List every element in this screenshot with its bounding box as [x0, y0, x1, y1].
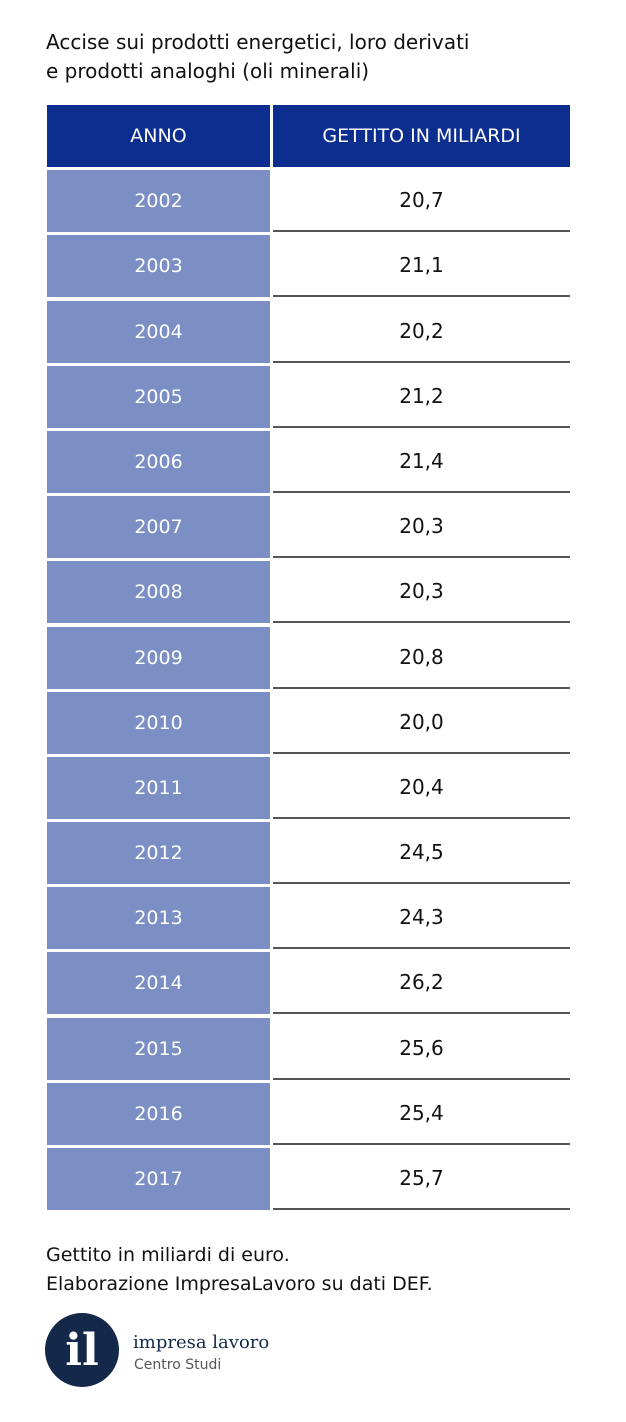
- year-cell: 2009: [47, 626, 270, 689]
- value-cell: 25,6: [273, 1018, 570, 1080]
- value-cell: 20,7: [273, 170, 570, 233]
- title-line: e prodotti analoghi (oli minerali): [46, 59, 370, 83]
- table-row: 2016 25,4: [47, 1082, 570, 1145]
- table-row: 2015 25,6: [47, 1017, 570, 1080]
- year-cell: 2004: [47, 300, 270, 363]
- table-row: 2004 20,2: [47, 300, 570, 363]
- year-cell: 2008: [47, 561, 270, 624]
- year-cell: 2005: [47, 365, 270, 428]
- year-cell: 2016: [47, 1082, 270, 1145]
- table-header: ANNO GETTITO IN MILIARDI: [47, 105, 570, 167]
- title-line: Accise sui prodotti energetici, loro der…: [46, 30, 470, 54]
- value-cell: 24,3: [273, 887, 570, 950]
- logo-subtitle: Centro Studi: [134, 1357, 222, 1373]
- value-cell: 21,4: [273, 431, 570, 493]
- footnote: Gettito in miliardi di euro. Elaborazione…: [46, 1241, 433, 1299]
- table-row: 2006 21,4: [47, 430, 570, 493]
- value-cell: 20,8: [273, 627, 570, 689]
- year-cell: 2006: [47, 430, 270, 493]
- table-row: 2009 20,8: [47, 626, 570, 689]
- value-cell: 20,4: [273, 757, 570, 819]
- value-cell: 20,3: [273, 496, 570, 559]
- table-row: 2010 20,0: [47, 691, 570, 754]
- logo-name: impresa lavoro: [133, 1332, 270, 1353]
- value-cell: 20,0: [273, 692, 570, 754]
- footnote-line: Elaborazione ImpresaLavoro su dati DEF.: [46, 1273, 433, 1295]
- table-row: 2011 20,4: [47, 756, 570, 819]
- year-cell: 2010: [47, 691, 270, 754]
- table-row: 2017 25,7: [47, 1148, 570, 1210]
- year-cell: 2015: [47, 1017, 270, 1080]
- value-cell: 21,2: [273, 366, 570, 428]
- value-cell: 20,3: [273, 561, 570, 624]
- header-cell: GETTITO IN MILIARDI: [273, 105, 570, 167]
- year-cell: 2007: [47, 496, 270, 559]
- header-cell: ANNO: [47, 105, 270, 167]
- table-row: 2005 21,2: [47, 365, 570, 428]
- table-row: 2013 24,3: [47, 887, 570, 950]
- value-cell: 24,5: [273, 822, 570, 885]
- table-row: 2014 26,2: [47, 952, 570, 1015]
- logo-mark: il: [45, 1313, 119, 1387]
- table-row: 2002 20,7: [47, 170, 570, 233]
- table-row: 2012 24,5: [47, 822, 570, 885]
- title: Accise sui prodotti energetici, loro der…: [46, 28, 469, 86]
- table-row: 2007 20,3: [47, 496, 570, 559]
- table: ANNO GETTITO IN MILIARDI 2002 20,7 2003 21,…: [47, 105, 570, 1210]
- year-cell: 2017: [47, 1148, 270, 1210]
- value-cell: 26,2: [273, 952, 570, 1015]
- value-cell: 21,1: [273, 235, 570, 298]
- value-cell: 20,2: [273, 301, 570, 363]
- year-cell: 2014: [47, 952, 270, 1015]
- value-cell: 25,7: [273, 1148, 570, 1210]
- footnote-line: Gettito in miliardi di euro.: [46, 1244, 290, 1266]
- table-row: 2008 20,3: [47, 561, 570, 624]
- table-row: 2003 21,1: [47, 235, 570, 298]
- year-cell: 2012: [47, 822, 270, 885]
- value-cell: 25,4: [273, 1083, 570, 1145]
- year-cell: 2011: [47, 756, 270, 819]
- year-cell: 2002: [47, 170, 270, 233]
- year-cell: 2013: [47, 887, 270, 950]
- year-cell: 2003: [47, 235, 270, 298]
